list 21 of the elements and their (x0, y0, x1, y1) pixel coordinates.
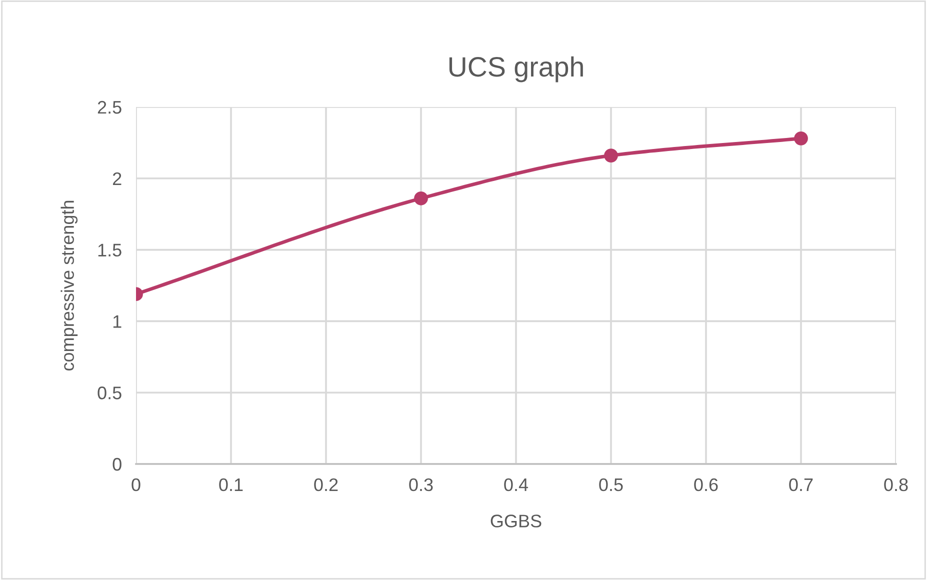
x-tick-label: 0.8 (884, 478, 908, 492)
y-tick-label: 2.5 (98, 100, 122, 114)
y-tick-label: 1 (113, 315, 122, 328)
x-tick-label: 0 (132, 478, 140, 492)
y-axis-title: compressive strength (60, 200, 78, 371)
point (794, 131, 808, 146)
x-tick-label: 0.3 (409, 478, 433, 492)
chart-title: UCS graph (449, 56, 583, 82)
y-tick-label: 0.5 (98, 386, 122, 400)
x-tick-label: 0.4 (504, 478, 528, 492)
x-tick-label: 0.1 (219, 478, 243, 492)
point (414, 191, 428, 206)
x-tick-label: 0.7 (789, 478, 813, 492)
x-axis-title: GGBS (490, 514, 542, 528)
y-tick-label: 0 (112, 458, 122, 471)
point (604, 148, 618, 162)
y-tick-label: 1.5 (98, 244, 122, 257)
x-tick-label: 0.2 (314, 478, 338, 492)
x-tick-label: 0.6 (694, 478, 718, 492)
x-tick-label: 0.5 (599, 478, 623, 492)
y-tick-label: 2 (112, 172, 122, 185)
